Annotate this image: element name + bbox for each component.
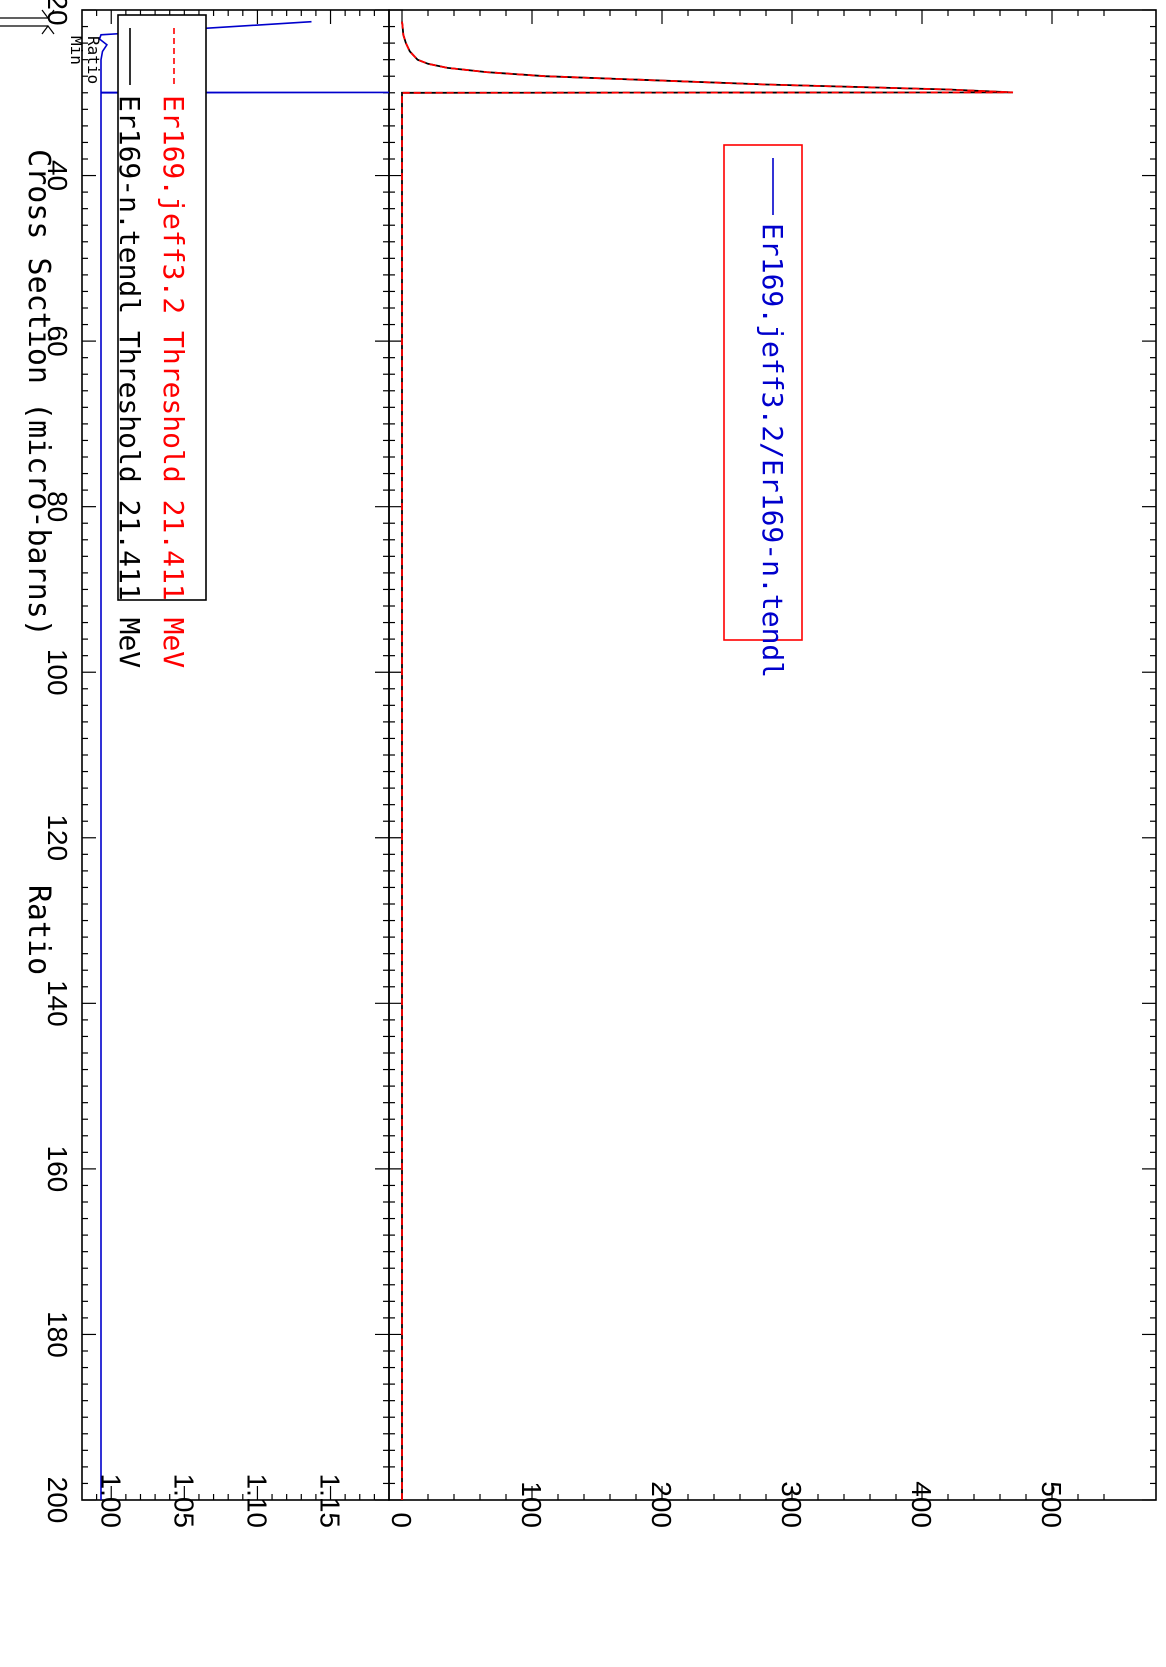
y-tick-label: 200 [646, 1481, 677, 1528]
x-tick-label: 80 [42, 491, 73, 522]
tick-labels: 20 40 60 80 100 120 140 160 180 200 0 100 200 300 400 5… [42, 0, 1067, 1528]
y-tick-label: 1.15 [315, 1474, 346, 1529]
y-tick-label: 0 [386, 1512, 417, 1528]
x-tick-label: 120 [42, 814, 73, 861]
x-tick-label: 180 [42, 1311, 73, 1358]
legend-ratio: Er169.jeff3.2/Er169-n.tendl [723, 144, 803, 678]
x-tick-label: 160 [42, 1146, 73, 1193]
x-tick-label: 40 [42, 160, 73, 191]
y-tick-label: 100 [516, 1481, 547, 1528]
legend-text-ratio: Er169.jeff3.2/Er169-n.tendl [756, 223, 789, 678]
x-tick-label: 20 [42, 0, 73, 26]
series-line-jeff [401, 21, 1014, 1500]
x-tick-label: 100 [42, 649, 73, 696]
series-line-ratio [98, 20, 390, 1500]
legend-text-jeff: Er169.jeff3.2 Threshold 21.411 MeV [157, 95, 190, 668]
y-tick-label: 1.10 [241, 1474, 272, 1529]
min-label: Min [67, 36, 86, 65]
y-tick-label: 500 [1036, 1481, 1067, 1528]
y-axis-label-ratio: Ratio [21, 885, 56, 975]
x-tick-label: 60 [42, 326, 73, 357]
y-axis-label-cross-section: Cross Section (micro-barns) [21, 149, 56, 637]
axis-ticks [82, 9, 1156, 1501]
x-tick-label: 140 [42, 980, 73, 1027]
y-tick-label: 1.00 [95, 1474, 126, 1529]
ratio-label: Ratio [84, 36, 103, 84]
x-tick-label: 200 [42, 1477, 73, 1524]
y-tick-label: 400 [906, 1481, 937, 1528]
y-tick-label: 1.05 [168, 1474, 199, 1529]
legend-text-tendl: Er169-n.tendl Threshold 21.411 MeV [113, 95, 146, 668]
legend-cross-section: Er169-n.tendl Threshold 21.411 MeV Er169… [113, 14, 207, 668]
y-tick-label: 300 [776, 1481, 807, 1528]
min-ratio-annotation: Min Ratio [0, 9, 103, 84]
series-layer [98, 20, 1014, 1500]
